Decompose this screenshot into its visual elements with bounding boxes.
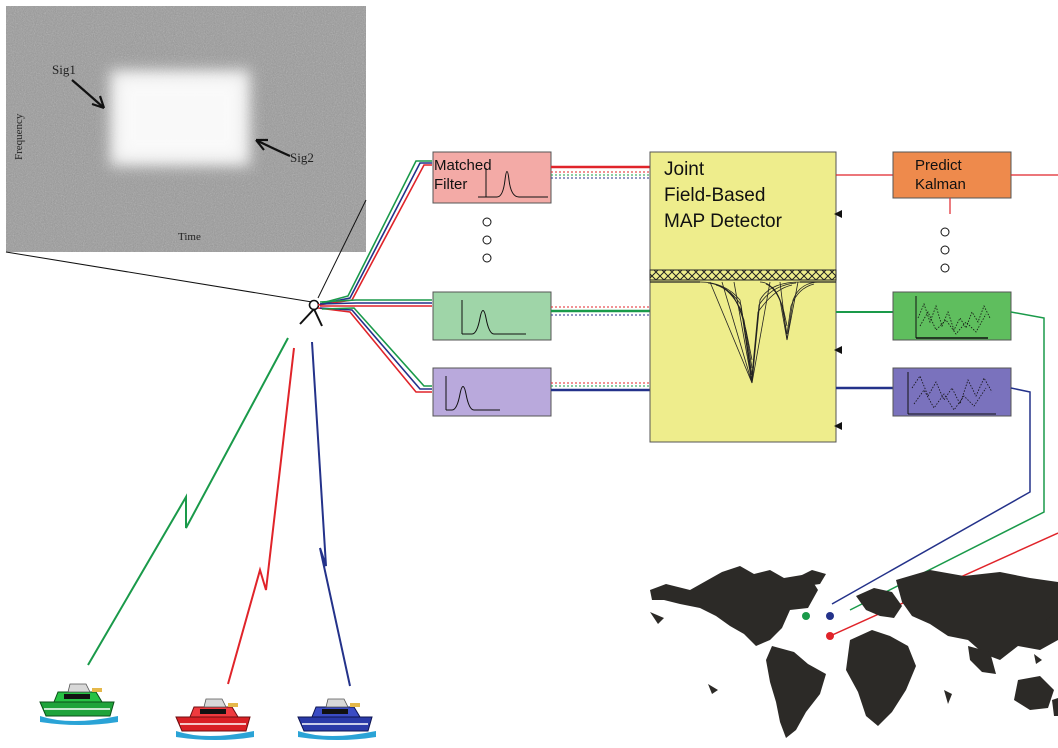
africa-shape xyxy=(846,630,916,726)
matched-filter-label-line1: Matched xyxy=(434,157,492,174)
kalman-label-line1: Predict xyxy=(915,157,963,174)
red-boat-icon xyxy=(175,698,254,740)
greenland-shape xyxy=(796,570,826,586)
world-map xyxy=(650,566,1058,738)
zoom-line-left xyxy=(5,251,313,303)
india-shape xyxy=(968,646,996,674)
sig1-label: Sig1 xyxy=(52,62,76,77)
sig1-arrow-head xyxy=(91,95,106,110)
blue-signal-path xyxy=(311,341,351,687)
blue-map-link xyxy=(831,387,1031,605)
spectrogram: Sig1 Sig2 Time Frequency xyxy=(6,6,366,252)
tracker-2-block xyxy=(892,291,1012,341)
green-map-link xyxy=(849,311,1045,611)
y-axis-label: Frequency xyxy=(13,113,25,160)
green-boat-icon xyxy=(39,683,118,725)
detector-input-arrow-2 xyxy=(834,346,842,354)
zoom-line-right xyxy=(317,199,367,299)
detector-surface-plot xyxy=(699,281,821,384)
red-signal-path xyxy=(227,347,295,685)
detector-label-line2: Field-Based xyxy=(664,185,765,206)
matched-filter-block: Matched Filter xyxy=(432,151,552,204)
kalman-block: Predict Kalman xyxy=(892,151,1012,199)
sig1-arrow xyxy=(71,79,105,109)
antenna-to-filters xyxy=(317,160,432,393)
island-shape-4 xyxy=(1034,654,1042,664)
map-detector-block: Joint Field-Based MAP Detector xyxy=(649,151,842,443)
ellipsis-dots-filters xyxy=(482,217,492,263)
matched-filter-3-block xyxy=(432,367,552,417)
new-zealand-shape xyxy=(1052,698,1058,716)
australia-shape xyxy=(1014,676,1054,710)
blue-track-location xyxy=(826,612,834,620)
matched-filter-label-line2: Filter xyxy=(434,176,467,193)
x-axis-label: Time xyxy=(178,231,201,243)
north-america-shape xyxy=(650,566,818,646)
green-signal-path xyxy=(87,337,289,666)
kalman-label-line2: Kalman xyxy=(915,176,966,193)
tracker-3-block xyxy=(892,367,1012,417)
green-track-location xyxy=(802,612,810,620)
filters-to-detector xyxy=(551,165,650,392)
detector-input-arrow-3 xyxy=(834,422,842,430)
sig2-arrow-head xyxy=(255,138,268,151)
ellipsis-dots-trackers xyxy=(940,227,950,273)
island-shape-2 xyxy=(708,684,718,694)
sig2-label: Sig2 xyxy=(290,150,314,165)
detector-label-line3: MAP Detector xyxy=(664,211,783,232)
matched-filter-2-block xyxy=(432,291,552,341)
red-track-location xyxy=(826,632,834,640)
detector-input-arrow-1 xyxy=(834,210,842,218)
detector-label-line1: Joint xyxy=(664,159,705,180)
asia-shape xyxy=(896,570,1058,660)
island-shape-1 xyxy=(650,612,664,624)
blue-boat-icon xyxy=(297,698,376,740)
south-america-shape xyxy=(766,646,826,738)
japan-shape xyxy=(1046,614,1056,630)
sig2-arrow xyxy=(255,139,291,158)
detector-hatch-band xyxy=(649,269,837,281)
island-shape-3 xyxy=(944,690,952,704)
signal-core xyxy=(120,80,240,156)
europe-shape xyxy=(856,588,902,618)
